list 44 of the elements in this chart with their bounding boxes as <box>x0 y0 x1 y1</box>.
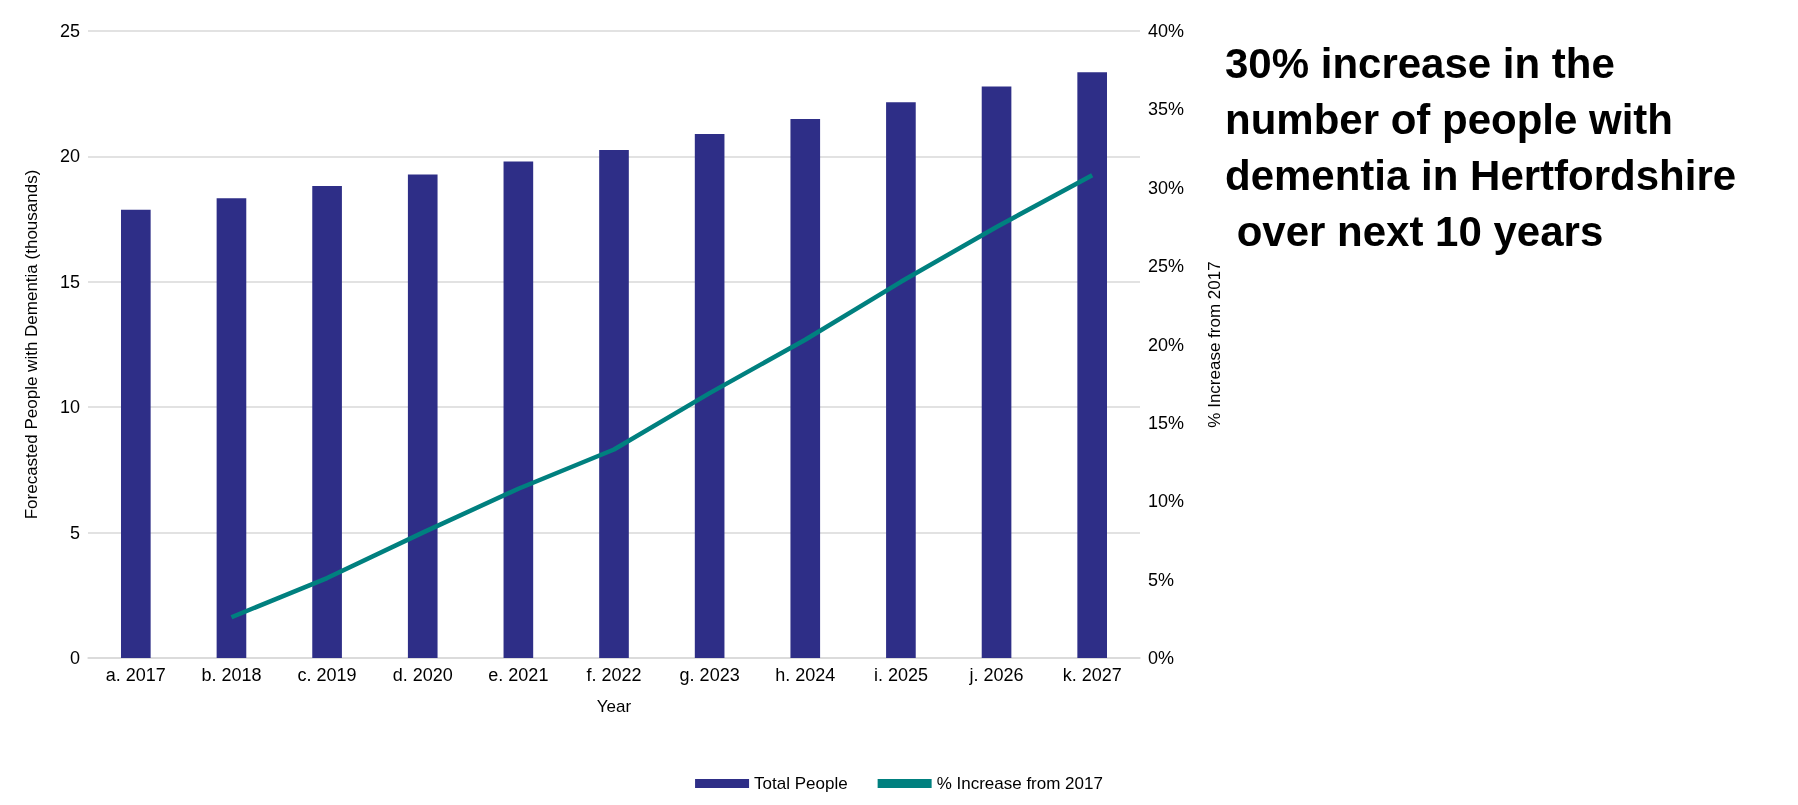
y2-tick-label: 30% <box>1148 177 1185 198</box>
x-tick-label: h. 2024 <box>775 665 836 685</box>
line-series <box>229 172 1095 620</box>
bar <box>694 134 725 658</box>
y-tick-label: 5 <box>69 522 80 543</box>
legend-label: % Increase from 2017 <box>936 774 1103 793</box>
y-tick-label: 15 <box>59 271 80 292</box>
bar <box>599 149 629 658</box>
bar <box>1077 72 1108 658</box>
bar <box>216 198 247 658</box>
text: 30% increase in the number of people with dementia in Hertfordshire over next 10 years <box>1225 39 1737 255</box>
bar <box>407 174 438 658</box>
bar <box>312 185 342 658</box>
bar <box>120 209 151 658</box>
bar <box>981 86 1012 658</box>
y2-axis-title: % Increase from 2017 <box>1205 261 1224 428</box>
x-tick-label: f. 2022 <box>586 665 642 685</box>
y-tick-label: 10 <box>59 397 80 418</box>
bar <box>503 161 534 658</box>
x-tick-label: c. 2019 <box>297 665 357 685</box>
y2-tick-label: 5% <box>1148 569 1175 590</box>
y2-tick-label: 35% <box>1148 99 1185 120</box>
y2-tick-label: 25% <box>1148 256 1185 277</box>
y2-tick-label: 0% <box>1148 648 1175 668</box>
y-axis-title: Forecasted People with Dementia (thousands) <box>22 169 41 520</box>
y2-tick-label: 20% <box>1148 334 1185 355</box>
y-tick-label: 20 <box>59 146 80 167</box>
x-tick-label: k. 2027 <box>1062 665 1122 685</box>
x-tick-label: g. 2023 <box>679 665 740 685</box>
bar <box>886 102 916 658</box>
x-tick-label: d. 2020 <box>392 665 453 685</box>
x-tick-label: a. 2017 <box>105 665 166 685</box>
x-tick-label: b. 2018 <box>201 665 262 685</box>
x-tick-label: e. 2021 <box>488 665 549 685</box>
y2-tick-label: 40% <box>1148 21 1185 41</box>
legend-label: Total People <box>754 774 848 793</box>
x-axis-title: Year <box>596 697 632 716</box>
x-tick-label: i. 2025 <box>873 665 928 685</box>
x-tick-label: j. 2026 <box>968 665 1024 685</box>
y-tick-label: 25 <box>59 21 80 41</box>
y2-tick-label: 15% <box>1148 412 1185 433</box>
y-tick-label: 0 <box>69 648 80 668</box>
y2-tick-label: 10% <box>1148 491 1185 512</box>
bar <box>790 119 821 658</box>
